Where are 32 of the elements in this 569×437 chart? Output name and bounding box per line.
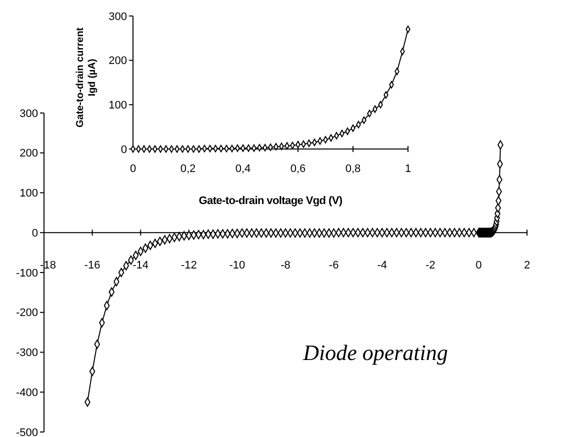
y-tick-label: 200 (20, 148, 38, 160)
y-tick-label: -300 (16, 347, 38, 360)
x-tick-label: -2 (426, 259, 436, 272)
x-tick-label: -4 (377, 259, 387, 272)
y-axis-title: Gate-to-drain current Igd (µA) (75, 26, 98, 128)
y-tick-label: -100 (16, 267, 38, 280)
x-tick-label: -8 (280, 259, 290, 272)
y-tick-label: -500 (16, 426, 38, 437)
x-tick-label: 0 (476, 259, 482, 272)
x-tick-label: 0,2 (180, 162, 196, 175)
x-tick-label: 1 (404, 162, 412, 175)
y-tick-label: 300 (20, 108, 38, 120)
x-tick-label: 2 (524, 259, 530, 272)
x-tick-label: 0,8 (345, 162, 361, 175)
x-tick-label: -16 (84, 259, 100, 272)
y-tick-label: 100 (20, 188, 38, 200)
x-tick-label: 0,4 (235, 162, 251, 175)
y-tick-label: 200 (108, 55, 127, 68)
annotation: Diode operating (302, 340, 448, 365)
y-tick-label: -200 (16, 307, 38, 320)
y-tick-label: 0 (32, 227, 38, 240)
x-tick-label: -6 (328, 259, 339, 272)
x-axis-title: Gate-to-drain voltage Vgd (V) (198, 195, 343, 207)
x-tick-label: 0,6 (290, 162, 306, 175)
y-tick-label: 0 (120, 144, 127, 156)
x-tick-label: -10 (229, 259, 246, 272)
x-tick-label: -14 (132, 259, 149, 272)
y-tick-label: 300 (108, 10, 127, 23)
x-tick-label: -12 (180, 259, 197, 272)
y-tick-label: -400 (16, 386, 38, 399)
y-tick-label: 100 (108, 100, 127, 112)
x-tick-label: 0 (130, 162, 136, 175)
